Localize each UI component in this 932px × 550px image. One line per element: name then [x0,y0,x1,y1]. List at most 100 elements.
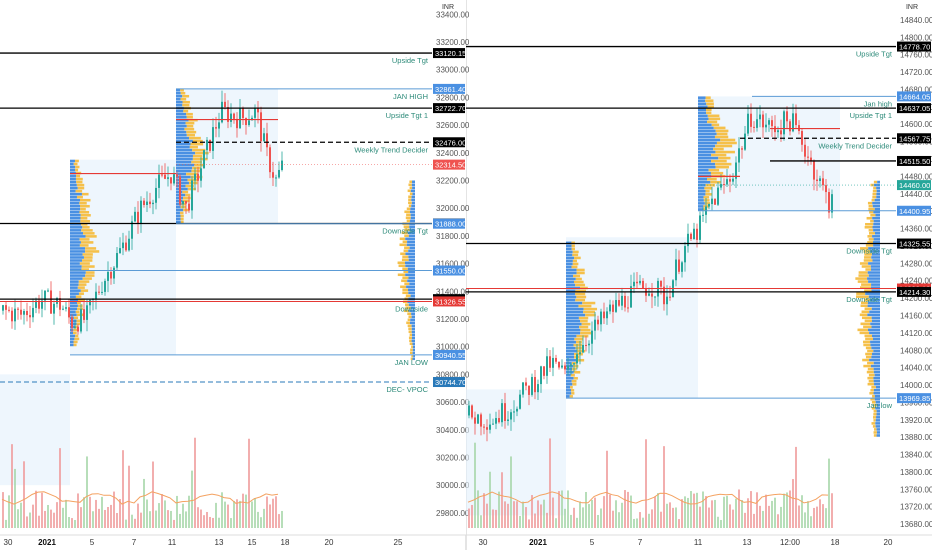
volume-profile-bar [76,183,85,187]
volume-profile-bar [863,325,872,329]
volume-profile-bar [566,271,577,275]
volume-profile-bar [710,180,721,184]
volume-profile-bar [571,241,575,245]
volume-profile-bar [70,229,82,232]
candle-body [549,356,551,368]
level-badge-text: 14214.30 [899,288,930,297]
volume-profile-bar [85,250,100,253]
volume-profile-bar [70,183,77,187]
y-tick-label: 30800.00 [436,370,470,379]
price-axis[interactable] [896,0,932,535]
volume-profile-bar [876,404,880,407]
candle-body [281,160,283,170]
level-note: Upside Tgt [392,56,429,65]
volume-bar [486,503,488,528]
volume-profile-bar [176,217,181,221]
candle-body [534,377,536,393]
volume-bar [522,501,524,528]
candle-body [516,408,518,412]
candle-body [801,131,803,145]
level-badge-text: 14637.05 [899,104,930,113]
volume-profile-bar [855,277,868,280]
volume-profile-bar [70,220,81,223]
volume-profile-bar [70,334,76,338]
volume-bar [744,512,746,528]
volume-profile-bar [571,244,575,248]
candle-body [789,121,791,132]
volume-profile-bar [875,419,880,422]
volume-profile-bar [870,322,880,326]
volume-bar [732,509,734,528]
level-note: Downside Tgt [382,227,429,236]
volume-profile-bar [412,348,415,352]
volume-profile-bar [399,237,406,241]
volume-bar [131,514,133,528]
volume-profile-bar [70,217,81,220]
volume-bar [687,497,689,528]
level-badge-text: 32722.70 [435,104,466,113]
volume-profile-bar [698,147,714,151]
candle-body [140,200,142,224]
volume-profile-bar [70,331,74,335]
volume-profile-bar [864,319,872,323]
volume-profile-bar [76,174,81,178]
volume-profile-bar [180,220,184,224]
volume-profile-bar [176,121,186,125]
candle-body [558,361,560,368]
volume-profile-bar [870,343,880,347]
volume-bar [59,448,61,528]
volume-profile-bar [80,241,94,244]
volume-bar [654,496,656,528]
volume-bar [278,514,280,528]
volume-bar [17,509,19,528]
volume-profile-bar [705,193,713,196]
candle-body [600,311,602,325]
currency-label: INR [906,4,918,11]
volume-profile-bar [70,277,83,280]
volume-bar [558,491,560,528]
candle-body [720,184,722,188]
y-tick-label: 31800.00 [436,232,470,241]
volume-profile-bar [77,286,85,289]
volume-profile-bar [572,262,579,266]
volume-bar [164,500,166,528]
volume-bar [831,493,833,528]
volume-profile-bar [405,261,415,265]
volume-profile-bar [872,337,880,341]
volume-bar [546,512,548,528]
volume-profile-bar [566,331,581,335]
volume-profile-bar [70,295,76,298]
volume-profile-bar [75,310,80,314]
candle-body [537,384,539,393]
volume-bar [224,501,226,528]
candle-body [80,309,82,332]
level-badge [897,205,931,216]
volume-profile-bar [873,219,880,223]
volume-bar [540,504,542,528]
volume-bar [660,511,662,528]
volume-profile-bar [698,126,714,130]
volume-profile-bar [176,220,181,224]
volume-profile-bar [190,175,203,179]
volume-profile-bar [180,97,187,101]
volume-bar [543,499,545,528]
volume-profile-bar [575,346,582,350]
volume-profile-bar [867,271,880,274]
candle-body [155,187,157,203]
candle-body [753,126,755,128]
volume-bar [657,493,659,528]
volume-profile-bar [578,316,589,320]
level-note: Downside Tgt [846,295,893,304]
volume-bar [600,508,602,528]
volume-profile-bar [70,186,78,190]
volume-bar [188,495,190,528]
candle-body [32,307,34,318]
volume-profile-bar [706,111,712,115]
volume-profile-bar [582,301,596,305]
volume-bar [11,444,13,528]
volume-profile-bar [70,319,77,323]
volume-profile-bar [698,120,708,124]
volume-profile-bar [864,298,870,301]
volume-profile-bar [707,114,720,118]
volume-profile-bar [698,138,721,142]
